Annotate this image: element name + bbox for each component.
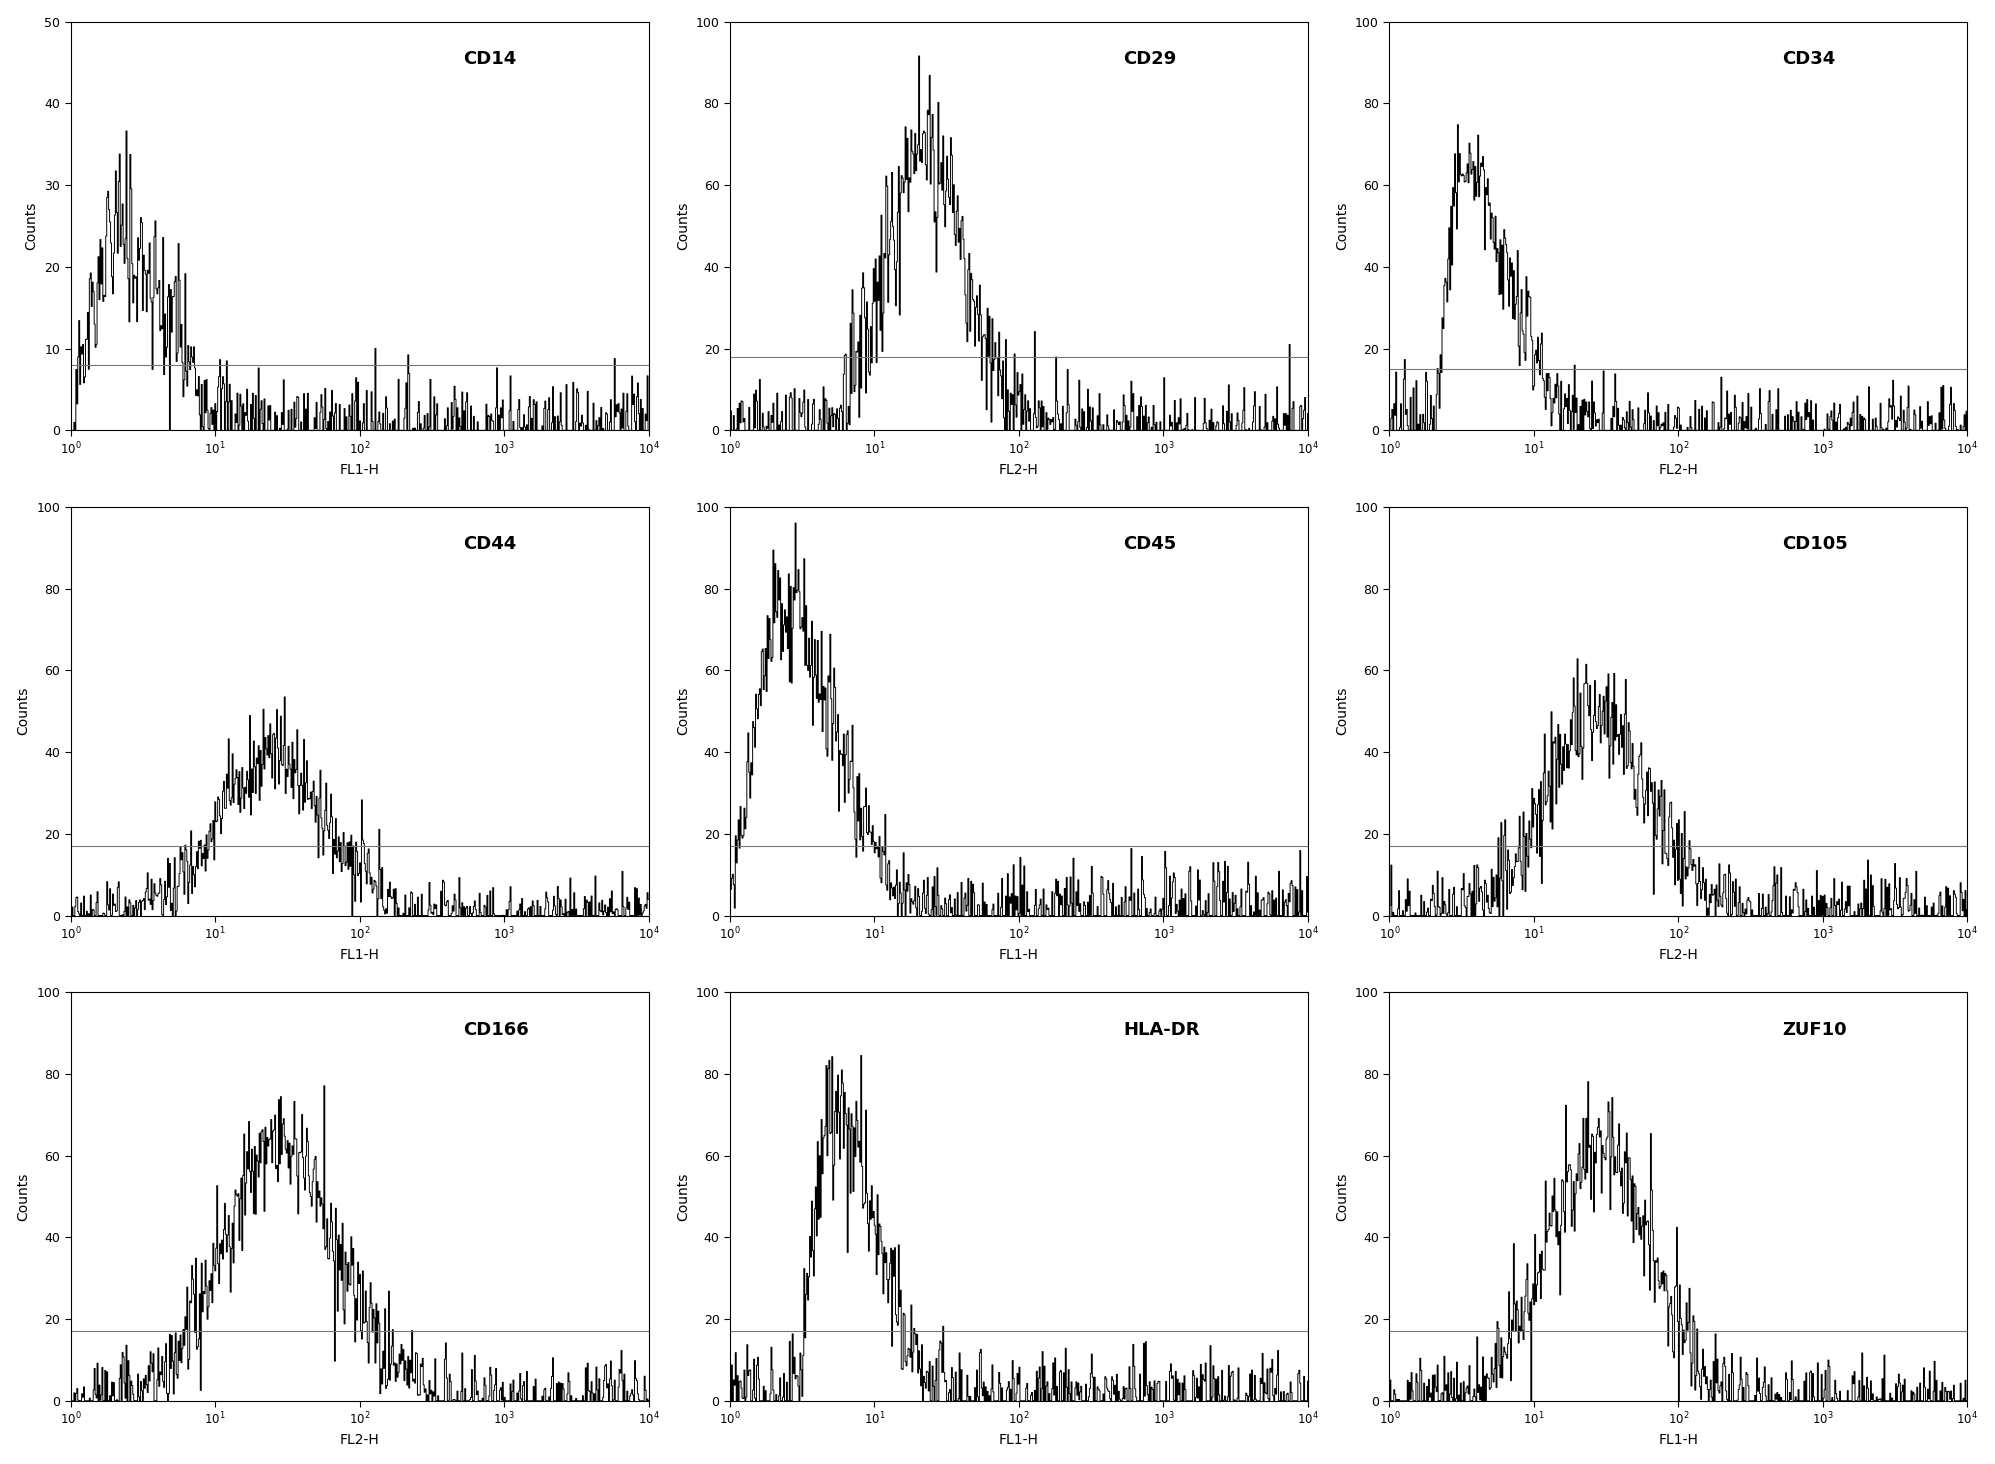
X-axis label: FL1-H: FL1-H <box>999 1433 1039 1448</box>
Y-axis label: Counts: Counts <box>16 687 30 735</box>
X-axis label: FL2-H: FL2-H <box>1658 949 1698 962</box>
Text: CD45: CD45 <box>1123 536 1177 553</box>
Text: CD29: CD29 <box>1123 50 1177 69</box>
Y-axis label: Counts: Counts <box>676 202 690 250</box>
X-axis label: FL2-H: FL2-H <box>1658 463 1698 477</box>
Text: CD44: CD44 <box>463 536 517 553</box>
X-axis label: FL2-H: FL2-H <box>339 1433 379 1448</box>
X-axis label: FL1-H: FL1-H <box>1658 1433 1698 1448</box>
Y-axis label: Counts: Counts <box>16 1173 30 1221</box>
Text: ZUF10: ZUF10 <box>1782 1020 1847 1039</box>
X-axis label: FL1-H: FL1-H <box>339 949 379 962</box>
Y-axis label: Counts: Counts <box>24 202 38 250</box>
Y-axis label: Counts: Counts <box>676 1173 690 1221</box>
Y-axis label: Counts: Counts <box>1335 687 1349 735</box>
Text: CD166: CD166 <box>463 1020 529 1039</box>
X-axis label: FL1-H: FL1-H <box>999 949 1039 962</box>
Text: CD105: CD105 <box>1782 536 1847 553</box>
Y-axis label: Counts: Counts <box>1335 1173 1349 1221</box>
Y-axis label: Counts: Counts <box>1335 202 1349 250</box>
X-axis label: FL2-H: FL2-H <box>999 463 1039 477</box>
X-axis label: FL1-H: FL1-H <box>339 463 379 477</box>
Text: CD14: CD14 <box>463 50 517 69</box>
Text: CD34: CD34 <box>1782 50 1835 69</box>
Text: HLA-DR: HLA-DR <box>1123 1020 1199 1039</box>
Y-axis label: Counts: Counts <box>676 687 690 735</box>
